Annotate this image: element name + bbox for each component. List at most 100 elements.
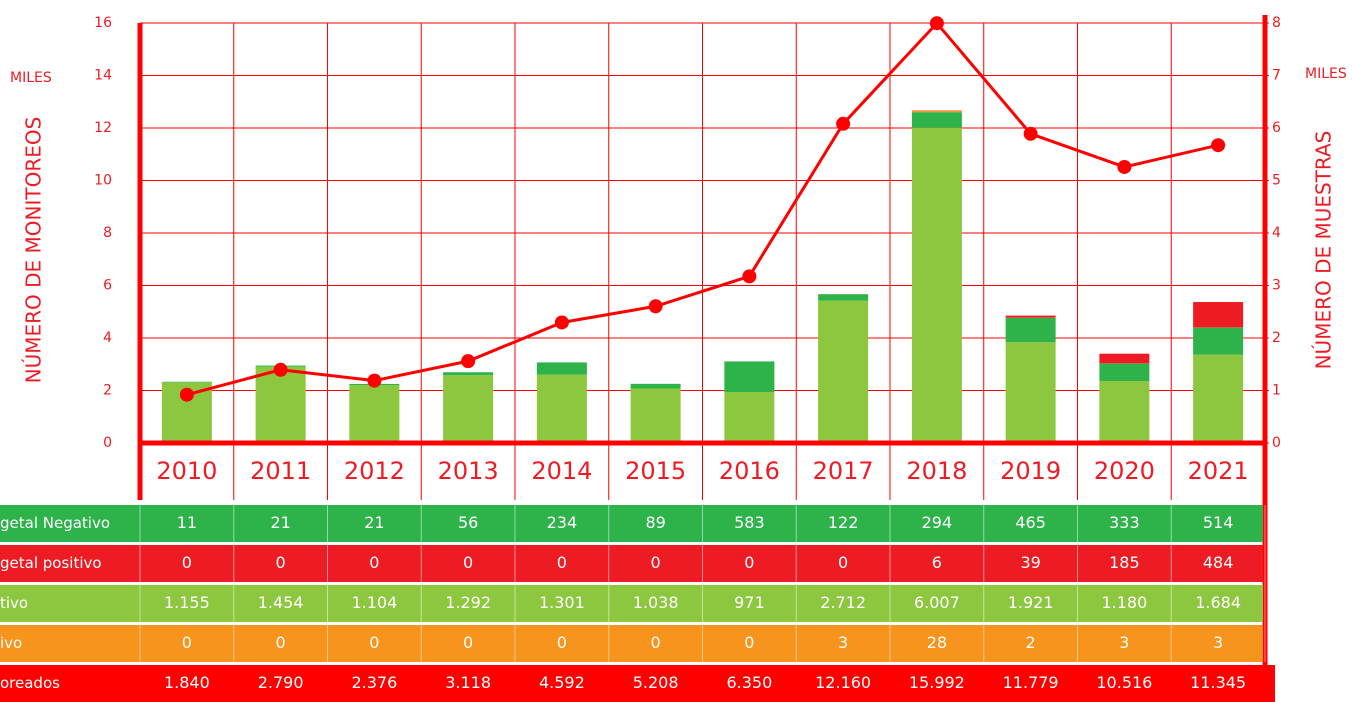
table-cell: 6 <box>932 553 942 572</box>
bar-segment <box>536 374 587 443</box>
table-cell: 0 <box>276 553 286 572</box>
y-tick-label: 10 <box>94 173 112 189</box>
table-cell: 2 <box>1026 633 1036 652</box>
table-cell: 1.292 <box>445 593 491 612</box>
table-cell: 11 <box>177 513 197 532</box>
y2-tick-label: 0 <box>1272 435 1281 451</box>
table-cell: 6.350 <box>726 673 772 692</box>
line-marker <box>648 299 663 314</box>
x-tick-label: 2016 <box>719 457 780 485</box>
table-cell: 0 <box>744 553 754 572</box>
bar-segment <box>911 127 962 443</box>
table-cell: 5.208 <box>633 673 679 692</box>
table-cell: 0 <box>463 553 473 572</box>
table-cell: 185 <box>1109 553 1140 572</box>
table-cell: 0 <box>369 633 379 652</box>
table-cell: 0 <box>182 553 192 572</box>
table-cell: 0 <box>182 633 192 652</box>
line-marker <box>1117 159 1132 174</box>
bar-segment <box>1099 381 1150 443</box>
x-tick-label: 2017 <box>813 457 874 485</box>
table-row <box>0 545 1263 582</box>
table-cell: 333 <box>1109 513 1140 532</box>
table-row-label: oreados <box>0 674 60 692</box>
bar-segment <box>536 362 587 375</box>
bar-segment <box>724 392 775 443</box>
table-cell: 0 <box>557 553 567 572</box>
x-tick-label: 2012 <box>344 457 405 485</box>
line-marker <box>1211 138 1226 153</box>
table-cell: 1.454 <box>258 593 304 612</box>
y-unit: MILES <box>10 70 52 86</box>
x-tick-label: 2011 <box>250 457 311 485</box>
table-row-label: getal positivo <box>0 554 102 572</box>
x-tick-label: 2018 <box>906 457 967 485</box>
table-cell: 583 <box>734 513 765 532</box>
y-tick-label: 14 <box>94 68 112 84</box>
bar-segment <box>1005 317 1056 343</box>
table-cell: 10.516 <box>1096 673 1152 692</box>
y2-unit: MILES <box>1305 66 1347 82</box>
table-cell: 3 <box>838 633 848 652</box>
y2-tick-label: 4 <box>1272 225 1281 241</box>
line-marker <box>179 387 194 402</box>
table-cell: 12.160 <box>815 673 871 692</box>
bar-segment <box>1193 327 1244 355</box>
bar-segment <box>1193 302 1244 328</box>
bar-segment <box>818 300 869 443</box>
table-cell: 0 <box>557 633 567 652</box>
table-cell: 1.155 <box>164 593 210 612</box>
table-cell: 4.592 <box>539 673 585 692</box>
line-marker <box>1023 126 1038 141</box>
bar-segment <box>1099 363 1150 382</box>
y-tick-label: 8 <box>103 225 112 241</box>
line-marker <box>461 354 476 369</box>
bar-segment <box>1005 342 1056 443</box>
table-row <box>0 625 1263 662</box>
y-tick-label: 2 <box>103 383 112 399</box>
table-cell: 294 <box>922 513 953 532</box>
table-cell: 1.180 <box>1101 593 1147 612</box>
table-cell: 1.038 <box>633 593 679 612</box>
x-tick-label: 2015 <box>625 457 686 485</box>
line-marker <box>273 362 288 377</box>
table-cell: 1.301 <box>539 593 585 612</box>
x-tick-label: 2010 <box>156 457 217 485</box>
x-tick-label: 2021 <box>1188 457 1249 485</box>
table-row-label: getal Negativo <box>0 514 110 532</box>
bar-segment <box>1193 354 1244 443</box>
bar-segment <box>443 375 494 443</box>
table-cell: 11.779 <box>1003 673 1059 692</box>
y-tick-label: 16 <box>94 15 112 31</box>
y-tick-label: 0 <box>103 435 112 451</box>
table-cell: 56 <box>458 513 478 532</box>
table-cell: 234 <box>547 513 578 532</box>
y2-axis-label: NÚMERO DE MUESTRAS <box>1312 131 1336 370</box>
bar-segment <box>1005 315 1056 318</box>
y2-tick-label: 3 <box>1272 278 1281 294</box>
table-cell: 1.684 <box>1195 593 1241 612</box>
table-cell: 6.007 <box>914 593 960 612</box>
x-tick-label: 2020 <box>1094 457 1155 485</box>
table-cell: 3 <box>1119 633 1129 652</box>
table-cell: 3 <box>1213 633 1223 652</box>
table-cell: 1.104 <box>351 593 397 612</box>
table-cell: 1.921 <box>1008 593 1054 612</box>
table-cell: 0 <box>651 633 661 652</box>
bar-segment <box>818 294 869 301</box>
bar-segment <box>443 372 494 376</box>
y-tick-label: 4 <box>103 330 112 346</box>
bar-segment <box>161 381 212 383</box>
table-cell: 514 <box>1203 513 1234 532</box>
x-tick-label: 2014 <box>531 457 592 485</box>
table-cell: 21 <box>270 513 290 532</box>
y-tick-label: 6 <box>103 278 112 294</box>
table-cell: 39 <box>1020 553 1040 572</box>
y2-tick-label: 2 <box>1272 330 1281 346</box>
y2-tick-label: 1 <box>1272 383 1281 399</box>
line-marker <box>367 373 382 388</box>
x-tick-label: 2019 <box>1000 457 1061 485</box>
table-row <box>0 505 1263 542</box>
table-cell: 11.345 <box>1190 673 1246 692</box>
